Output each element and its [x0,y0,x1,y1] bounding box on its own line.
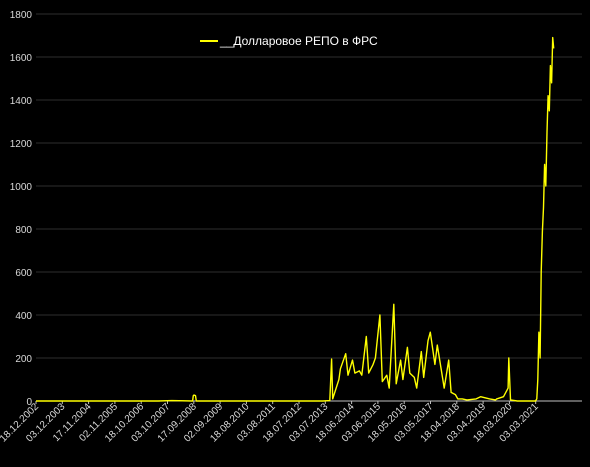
y-tick-label-0: 0 [26,397,32,408]
legend-label-series-0: __Долларовое РЕПО в ФРС [219,34,378,48]
y-tick-label-9: 1800 [10,10,33,21]
y-tick-label-8: 1600 [10,53,33,64]
y-tick-label-3: 600 [15,268,32,279]
y-tick-label-2: 400 [15,311,32,322]
y-tick-labels: 0 200 400 600 800 1000 1200 1400 1600 1800 [10,10,33,408]
legend: __Долларовое РЕПО в ФРС [200,34,378,48]
series-lines [36,36,555,402]
y-tick-label-1: 200 [15,354,32,365]
y-tick-label-6: 1200 [10,139,33,150]
series-line-0 [36,36,555,402]
gridlines [36,13,582,359]
y-tick-label-5: 1000 [10,182,33,193]
y-tick-label-4: 800 [15,225,32,236]
y-tick-label-7: 1400 [10,96,33,107]
